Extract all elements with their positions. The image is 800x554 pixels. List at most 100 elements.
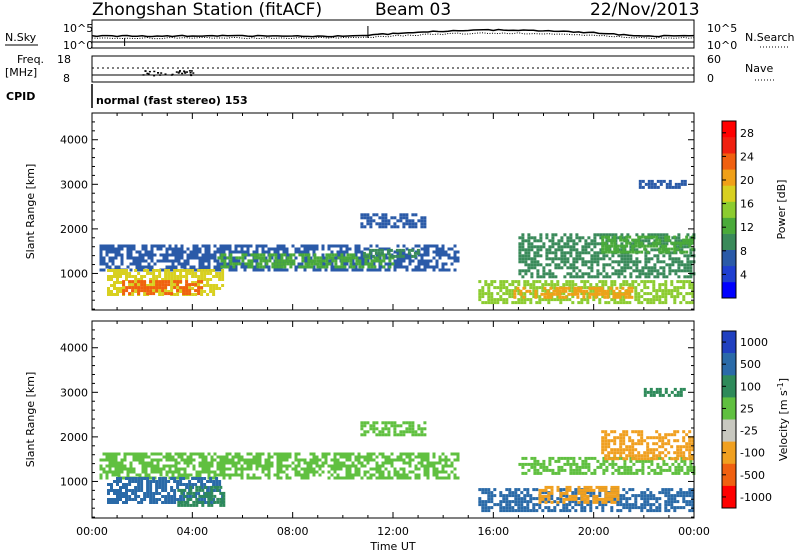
- echo-cell: [490, 506, 494, 510]
- echo-cell: [309, 256, 313, 260]
- echo-cell: [569, 233, 573, 237]
- echo-cell: [682, 283, 686, 287]
- echo-cell: [586, 491, 590, 495]
- echo-cell: [176, 480, 180, 483]
- echo-cell: [587, 236, 591, 240]
- echo-cell: [339, 476, 343, 480]
- echo-cell: [360, 259, 364, 263]
- echo-cell: [549, 295, 553, 299]
- echo-cell: [168, 244, 172, 248]
- echo-cell: [647, 459, 651, 463]
- echo-cell: [574, 509, 578, 513]
- echo-cell: [441, 247, 445, 251]
- echo-cell: [180, 265, 184, 269]
- echo-cell: [676, 286, 680, 290]
- noise-traces: [91, 26, 695, 46]
- echo-cell: [478, 280, 482, 284]
- echo-cell: [676, 454, 680, 458]
- colorbar-tick-label: -1000: [740, 491, 772, 504]
- echo-cell: [676, 491, 680, 495]
- echo-cell: [689, 462, 693, 466]
- echo-cell: [677, 245, 681, 249]
- echo-cell: [128, 275, 132, 278]
- echo-cell: [560, 260, 564, 264]
- echo-cell: [164, 269, 168, 272]
- echo-cell: [212, 498, 216, 501]
- freq-speckle: [146, 72, 149, 75]
- echo-cell: [179, 269, 183, 272]
- echo-cell: [234, 268, 238, 272]
- echo-cell: [689, 269, 693, 273]
- echo-cell: [593, 239, 597, 243]
- echo-cell: [665, 185, 669, 189]
- echo-cell: [584, 456, 588, 460]
- echo-cell: [674, 260, 678, 264]
- echo-cell: [195, 488, 199, 492]
- echo-cell: [626, 233, 630, 237]
- echo-cell: [640, 250, 644, 254]
- echo-cell: [676, 292, 680, 296]
- echo-cell: [481, 292, 485, 296]
- echo-cell: [161, 486, 165, 489]
- echo-cell: [520, 509, 524, 513]
- echo-cell: [577, 500, 581, 504]
- echo-cell: [324, 461, 328, 465]
- echo-cell: [535, 301, 539, 305]
- echo-cell: [159, 452, 163, 456]
- echo-cell: [520, 298, 524, 302]
- echo-cell: [545, 263, 549, 267]
- echo-cell: [534, 295, 538, 299]
- echo-cell: [345, 244, 349, 248]
- echo-cell: [420, 430, 424, 434]
- echo-cell: [191, 269, 195, 272]
- echo-cell: [597, 289, 601, 293]
- echo-cell: [195, 485, 199, 489]
- echo-cell: [529, 301, 533, 305]
- echo-cell: [369, 424, 373, 428]
- echo-cell: [183, 262, 187, 266]
- echo-cell: [653, 239, 657, 243]
- echo-cell: [499, 286, 503, 290]
- echo-cell: [599, 233, 603, 237]
- echo-cell: [691, 454, 695, 458]
- echo-cell: [593, 275, 597, 279]
- echo-cell: [426, 476, 430, 480]
- echo-cell: [520, 497, 524, 501]
- echo-cell: [662, 269, 666, 273]
- echo-cell: [388, 259, 392, 263]
- echo-cell: [496, 286, 500, 290]
- echo-cell: [246, 458, 250, 462]
- echo-cell: [185, 269, 189, 272]
- echo-cell: [235, 256, 239, 260]
- echo-cell: [240, 244, 244, 248]
- echo-cell: [222, 455, 226, 459]
- echo-cell: [620, 266, 624, 270]
- freq-speckle: [188, 70, 191, 72]
- echo-cell: [649, 494, 653, 498]
- echo-cell: [240, 455, 244, 459]
- echo-cell: [153, 244, 157, 248]
- echo-cell: [223, 262, 227, 266]
- echo-cell: [551, 245, 555, 249]
- echo-cell: [556, 497, 560, 501]
- echo-cell: [441, 253, 445, 257]
- echo-cell: [655, 298, 659, 302]
- echo-cell: [575, 242, 579, 246]
- echo-cell: [661, 491, 665, 495]
- echo-cell: [655, 457, 659, 461]
- echo-cell: [378, 216, 382, 220]
- echo-cell: [194, 281, 198, 284]
- echo-cell: [625, 497, 629, 501]
- echo-cell: [384, 467, 388, 471]
- echo-cell: [597, 286, 601, 290]
- echo-cell: [309, 461, 313, 465]
- echo-cell: [327, 476, 331, 480]
- echo-cell: [146, 495, 150, 498]
- echo-cell: [612, 289, 616, 293]
- echo-cell: [659, 471, 663, 475]
- echo-cell: [186, 464, 190, 468]
- echo-cell: [652, 442, 656, 446]
- echo-cell: [377, 248, 381, 252]
- echo-cell: [366, 476, 370, 480]
